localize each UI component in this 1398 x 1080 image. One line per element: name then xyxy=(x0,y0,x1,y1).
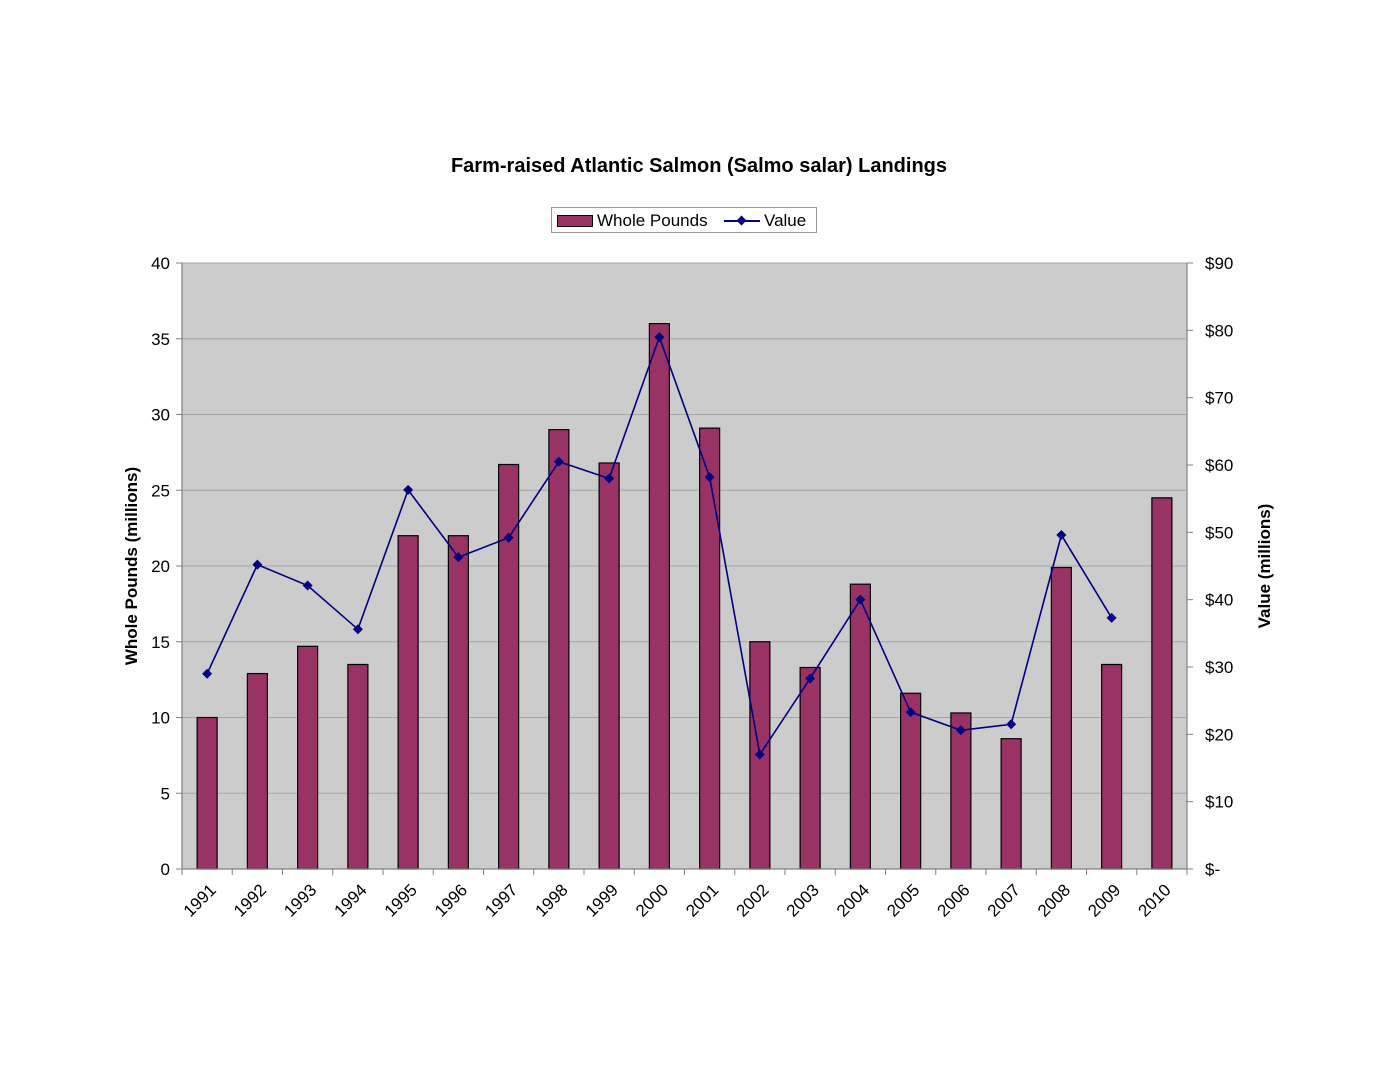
bar xyxy=(799,666,821,870)
y-tick-label: 25 xyxy=(151,481,170,500)
bar xyxy=(598,462,620,870)
value-marker xyxy=(1106,612,1117,623)
value-marker xyxy=(202,668,213,679)
bar xyxy=(849,583,871,870)
bar xyxy=(196,716,218,870)
x-tick-label: 1997 xyxy=(481,880,521,920)
y2-tick-label: $40 xyxy=(1205,591,1233,610)
bar xyxy=(1050,566,1072,870)
bar xyxy=(447,535,469,870)
value-marker xyxy=(553,456,564,467)
x-tick-label: 2004 xyxy=(833,880,873,920)
y2-tick-label: $50 xyxy=(1205,523,1233,542)
bar xyxy=(397,535,419,870)
value-marker xyxy=(403,484,414,495)
y-tick-label: 15 xyxy=(151,633,170,652)
chart-title: Farm-raised Atlantic Salmon (Salmo salar… xyxy=(450,155,948,177)
y-tick-label: 40 xyxy=(151,254,170,273)
legend-label-value: Value xyxy=(764,211,807,230)
x-tick-label: 1994 xyxy=(331,880,371,920)
bar xyxy=(699,427,721,870)
value-marker xyxy=(604,473,615,484)
y-tick-label: 10 xyxy=(151,709,170,728)
legend-swatch-whole-pounds xyxy=(557,215,593,227)
x-tick-label: 2003 xyxy=(783,880,823,920)
bar xyxy=(950,712,972,870)
legend: Whole Pounds Value xyxy=(551,207,817,233)
y-axis-title: Whole Pounds (millions) xyxy=(122,467,141,665)
x-tick-label: 2006 xyxy=(934,880,974,920)
y2-tick-label: $20 xyxy=(1205,725,1233,744)
value-marker xyxy=(302,580,313,591)
y2-tick-label: $30 xyxy=(1205,658,1233,677)
bar xyxy=(297,645,319,870)
x-tick-label: 2000 xyxy=(632,880,672,920)
value-marker xyxy=(855,594,866,605)
y-tick-label: 5 xyxy=(161,784,170,803)
x-tick-label: 2009 xyxy=(1084,880,1124,920)
y2-tick-label: $80 xyxy=(1205,321,1233,340)
x-tick-label: 2002 xyxy=(733,880,773,920)
bar xyxy=(347,663,369,870)
x-tick-label: 1999 xyxy=(582,880,622,920)
x-tick-label: 1998 xyxy=(532,880,572,920)
legend-item-value: Value xyxy=(724,210,806,232)
y-tick-label: 30 xyxy=(151,406,170,425)
bar xyxy=(548,429,570,870)
x-tick-label: 2001 xyxy=(682,880,722,920)
legend-swatch-value xyxy=(724,215,760,227)
value-marker xyxy=(503,532,514,543)
value-marker xyxy=(905,707,916,718)
legend-item-whole-pounds: Whole Pounds xyxy=(557,210,708,232)
y2-tick-label: $70 xyxy=(1205,389,1233,408)
bar xyxy=(498,463,520,870)
value-marker xyxy=(704,472,715,483)
x-tick-label: 1996 xyxy=(431,880,471,920)
x-tick-label: 1992 xyxy=(230,880,270,920)
value-marker xyxy=(754,749,765,760)
bar xyxy=(900,692,922,870)
x-tick-label: 2010 xyxy=(1135,880,1175,920)
y2-tick-label: $60 xyxy=(1205,456,1233,475)
y-tick-label: 20 xyxy=(151,557,170,576)
value-marker xyxy=(352,624,363,635)
bar xyxy=(246,672,268,870)
value-marker xyxy=(955,725,966,736)
bar xyxy=(648,323,670,870)
x-tick-label: 2007 xyxy=(984,880,1024,920)
y-tick-label: 35 xyxy=(151,330,170,349)
bar xyxy=(1101,663,1123,870)
value-marker xyxy=(252,559,263,570)
x-tick-label: 1993 xyxy=(280,880,320,920)
x-tick-label: 2008 xyxy=(1034,880,1074,920)
y-tick-label: 0 xyxy=(161,860,170,879)
x-tick-label: 2005 xyxy=(883,880,923,920)
value-marker xyxy=(805,673,816,684)
y2-tick-label: $- xyxy=(1205,860,1220,879)
value-marker xyxy=(1006,719,1017,730)
legend-label-whole-pounds: Whole Pounds xyxy=(597,211,708,230)
x-tick-label: 1995 xyxy=(381,880,421,920)
y2-axis-title: Value (millions) xyxy=(1255,504,1274,629)
y2-tick-label: $10 xyxy=(1205,793,1233,812)
bar xyxy=(1151,497,1173,870)
value-marker xyxy=(654,332,665,343)
bar xyxy=(1000,738,1022,870)
x-tick-label: 1991 xyxy=(180,880,220,920)
value-marker xyxy=(453,552,464,563)
y2-tick-label: $90 xyxy=(1205,254,1233,273)
value-marker xyxy=(1056,530,1067,541)
